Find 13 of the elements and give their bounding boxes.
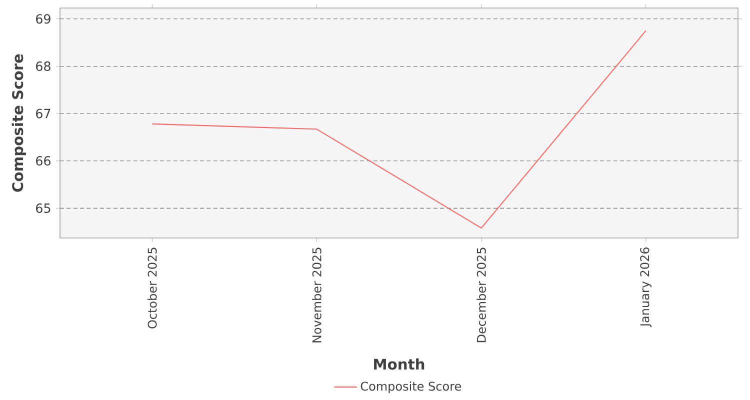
- x-axis-title: Month: [374, 358, 424, 370]
- x-tick-label: December 2025: [476, 248, 486, 342]
- legend-label: Composite Score: [360, 381, 462, 394]
- y-tick-label: 67: [36, 108, 50, 118]
- x-tick-label: January 2026: [640, 247, 652, 328]
- y-axis-title: Composite Score: [12, 54, 26, 192]
- y-tick-label: 68: [36, 61, 50, 72]
- y-tick-label: 65: [36, 203, 50, 213]
- y-tick-label: 66: [36, 156, 50, 166]
- x-tick-label: October 2025: [148, 248, 157, 328]
- x-tick-label: November 2025: [312, 248, 322, 342]
- line-series: [152, 30, 646, 229]
- y-tick-label: 69: [36, 14, 50, 24]
